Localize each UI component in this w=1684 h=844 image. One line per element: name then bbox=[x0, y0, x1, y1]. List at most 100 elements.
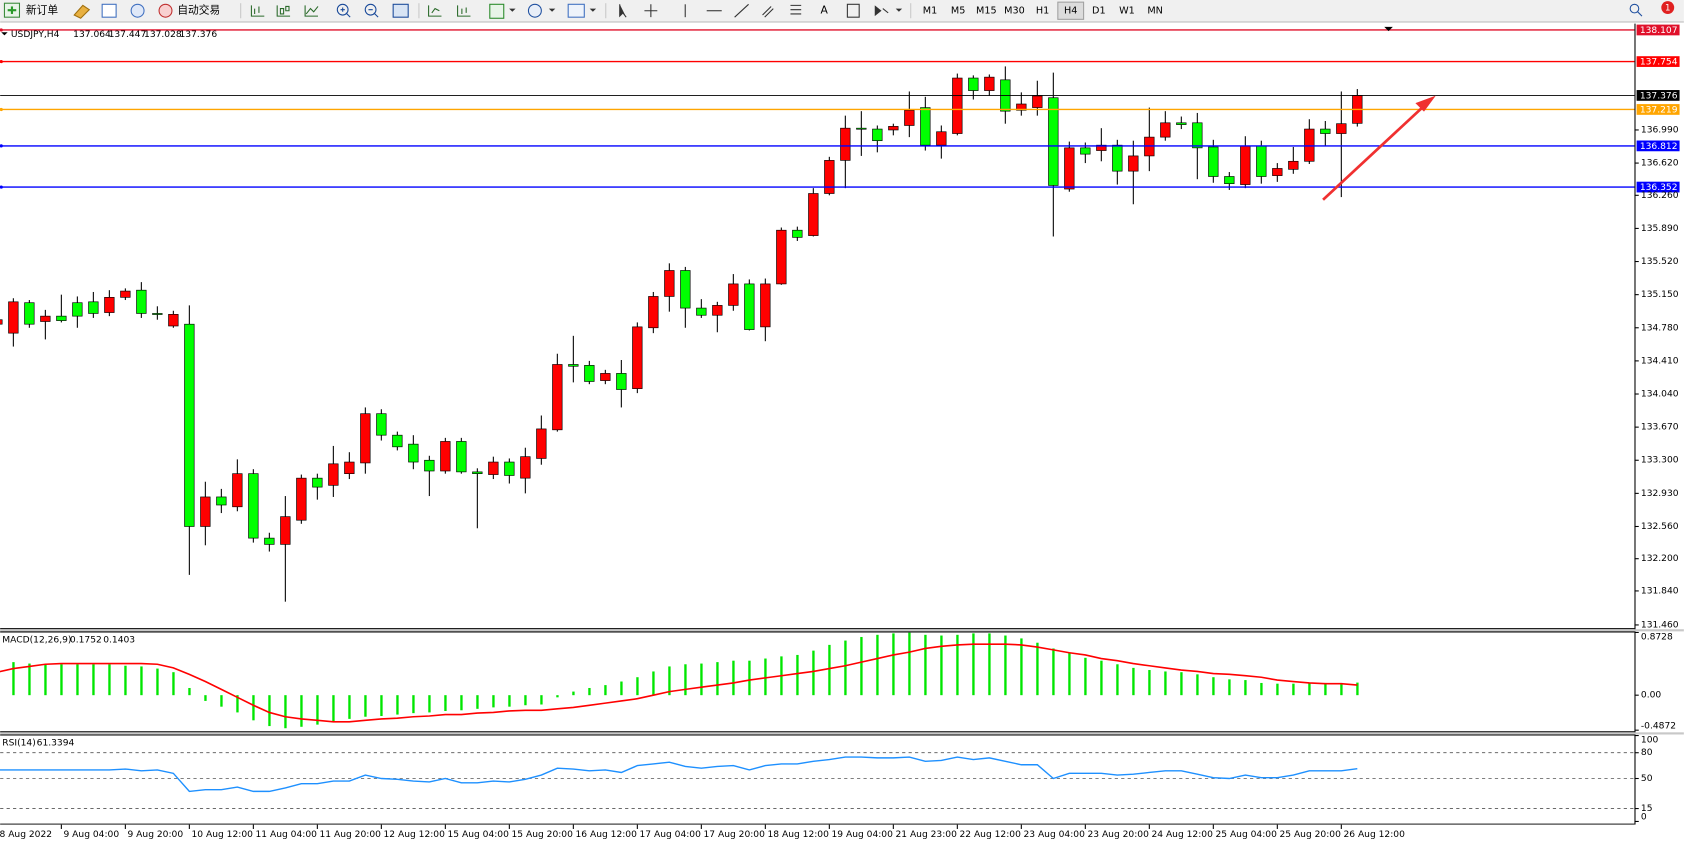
y-tick-label: 136.260 bbox=[1641, 191, 1679, 201]
macd-bar bbox=[764, 658, 767, 696]
chart-menu-marker bbox=[1, 32, 8, 36]
new-order[interactable]: 新订单 bbox=[26, 4, 58, 17]
candle-body bbox=[216, 496, 227, 506]
panel-separator bbox=[0, 732, 1684, 735]
candle-body bbox=[72, 302, 83, 317]
macd-bar bbox=[1340, 682, 1343, 696]
timeframe-button[interactable]: M1 bbox=[923, 6, 937, 17]
candle-body bbox=[840, 127, 851, 161]
templates-icon[interactable] bbox=[567, 3, 585, 18]
timeframe-button[interactable]: M5 bbox=[951, 6, 965, 17]
scroll-icons[interactable] bbox=[428, 5, 471, 17]
macd-bar bbox=[908, 632, 911, 696]
macd-bar bbox=[188, 687, 191, 696]
panel-separator bbox=[0, 629, 1684, 632]
candle-body bbox=[360, 413, 371, 464]
macd-bar bbox=[620, 681, 623, 696]
candle-body bbox=[824, 160, 835, 194]
chart-type-icons[interactable] bbox=[250, 5, 319, 17]
last-price-label: 137.376 bbox=[1640, 91, 1678, 101]
macd-bar bbox=[1276, 683, 1279, 696]
search-icon[interactable] bbox=[1629, 3, 1640, 14]
y-tick-label: 0.00 bbox=[1641, 691, 1661, 701]
arrow-tool[interactable] bbox=[874, 5, 889, 17]
y-tick-label: 15 bbox=[1641, 804, 1653, 814]
tool-icon[interactable] bbox=[73, 4, 91, 19]
tool-icon[interactable] bbox=[101, 3, 117, 18]
macd-bar bbox=[364, 695, 367, 717]
y-tick-label: 0 bbox=[1641, 813, 1647, 823]
x-tick-label: 9 Aug 20:00 bbox=[127, 830, 183, 840]
label-tool[interactable] bbox=[846, 3, 860, 18]
macd-bar bbox=[988, 633, 991, 696]
macd-bar bbox=[108, 664, 111, 696]
candle-body bbox=[1208, 146, 1219, 177]
macd-bar bbox=[844, 640, 847, 696]
dropdown[interactable] bbox=[548, 8, 556, 12]
macd-bar bbox=[1100, 660, 1103, 696]
candle-body bbox=[232, 473, 243, 508]
tool-icon[interactable] bbox=[130, 3, 145, 18]
level-label-bg bbox=[1636, 104, 1680, 115]
timeframe-button[interactable]: D1 bbox=[1092, 6, 1106, 17]
candle-body bbox=[1128, 155, 1139, 172]
x-tick-label: 12 Aug 12:00 bbox=[383, 830, 445, 840]
candle-body bbox=[312, 477, 323, 488]
candle-body bbox=[664, 270, 675, 297]
indicator-value: 0.1403 bbox=[103, 635, 135, 645]
candle-body bbox=[648, 296, 659, 329]
y-tick-label: 131.460 bbox=[1641, 620, 1679, 630]
periods-icon[interactable] bbox=[527, 3, 542, 18]
x-tick-label: 8 Aug 2022 bbox=[0, 830, 52, 840]
text-tool[interactable]: A bbox=[821, 4, 829, 17]
macd-bar bbox=[1228, 679, 1231, 696]
indicators-icon[interactable] bbox=[489, 3, 505, 19]
candle-body bbox=[568, 364, 579, 367]
dropdown[interactable] bbox=[895, 8, 903, 12]
macd-bar bbox=[348, 695, 351, 719]
timeframe-button[interactable]: H4 bbox=[1064, 6, 1077, 17]
candle-body bbox=[0, 319, 3, 325]
notification-badge[interactable] bbox=[1661, 1, 1675, 14]
x-tick-label: 9 Aug 04:00 bbox=[64, 830, 120, 840]
macd-bar bbox=[556, 695, 559, 698]
macd-bar bbox=[524, 695, 527, 706]
timeframe-button[interactable]: M15 bbox=[976, 6, 997, 17]
macd-bar bbox=[700, 663, 703, 696]
y-tick-label: 136.990 bbox=[1641, 125, 1679, 135]
macd-bar bbox=[1084, 657, 1087, 696]
candle-body bbox=[1192, 122, 1203, 149]
indicator-value: 0.1752 bbox=[70, 635, 102, 645]
candle-body bbox=[248, 473, 259, 539]
timeframe-button[interactable]: H1 bbox=[1036, 6, 1049, 17]
candle-body bbox=[584, 365, 595, 382]
macd-bar bbox=[476, 695, 479, 709]
candle-body bbox=[1240, 145, 1251, 185]
candle-body bbox=[984, 76, 995, 91]
auto-trading[interactable]: 自动交易 bbox=[177, 4, 220, 17]
macd-bar bbox=[636, 677, 639, 696]
macd-bar bbox=[492, 695, 495, 708]
macd-bar bbox=[1036, 642, 1039, 696]
labels: 138.107 137.754 137.219 136.812 136.352 137.3… bbox=[0, 24, 1680, 840]
dropdown[interactable] bbox=[509, 8, 516, 12]
annotation-arrow bbox=[1322, 101, 1430, 201]
macd-bar bbox=[204, 695, 207, 701]
timeframe-button[interactable]: W1 bbox=[1119, 6, 1135, 17]
drawing-tools[interactable] bbox=[619, 3, 802, 18]
dropdown[interactable] bbox=[589, 8, 597, 12]
zoom-icons[interactable] bbox=[336, 3, 409, 18]
macd-bar bbox=[252, 695, 255, 721]
candle-body bbox=[1304, 128, 1315, 162]
x-tick-label: 19 Aug 04:00 bbox=[831, 830, 893, 840]
macd-bar bbox=[92, 664, 95, 696]
macd-bar bbox=[12, 662, 15, 696]
notification-count[interactable]: 1 bbox=[1665, 4, 1670, 14]
timeframe-button[interactable]: MN bbox=[1147, 6, 1163, 17]
timeframe-button[interactable]: M30 bbox=[1004, 6, 1025, 17]
level-label: 136.352 bbox=[1640, 183, 1678, 193]
candle-body bbox=[728, 283, 739, 306]
candle-body bbox=[424, 459, 435, 472]
auto-trading-icon[interactable] bbox=[158, 3, 173, 18]
macd-signal-line bbox=[0, 643, 1358, 723]
